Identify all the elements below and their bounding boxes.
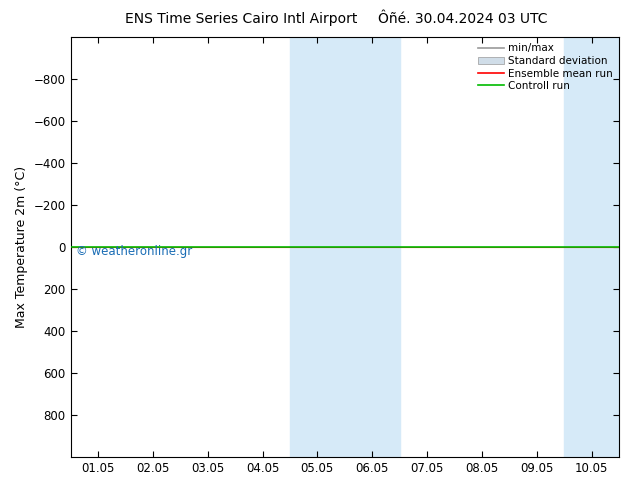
Y-axis label: Max Temperature 2m (°C): Max Temperature 2m (°C) (15, 166, 28, 328)
Bar (290, 37, 399, 457)
Bar (564, 37, 634, 457)
Text: Ôñé. 30.04.2024 03 UTC: Ôñé. 30.04.2024 03 UTC (378, 12, 548, 26)
Text: © weatheronline.gr: © weatheronline.gr (76, 245, 192, 258)
Text: ENS Time Series Cairo Intl Airport: ENS Time Series Cairo Intl Airport (125, 12, 357, 26)
Legend: min/max, Standard deviation, Ensemble mean run, Controll run: min/max, Standard deviation, Ensemble me… (475, 40, 616, 94)
